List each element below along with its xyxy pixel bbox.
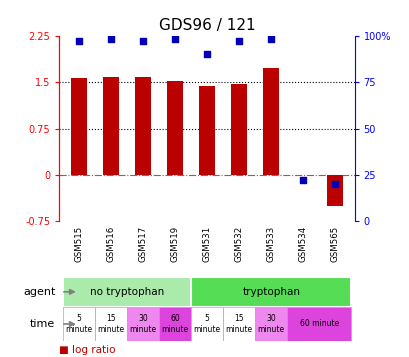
Text: 60 minute: 60 minute [299, 320, 338, 328]
Text: GSM519: GSM519 [170, 226, 179, 262]
Bar [94, 307, 126, 341]
Text: 5
minute: 5 minute [193, 314, 220, 334]
Text: GSM532: GSM532 [234, 226, 243, 262]
Bar [135, 77, 151, 175]
Bar [166, 81, 182, 175]
Bar [263, 69, 279, 175]
Point [235, 39, 242, 44]
Text: agent: agent [23, 287, 55, 297]
Text: GSM565: GSM565 [330, 226, 339, 262]
Text: no tryptophan: no tryptophan [90, 287, 164, 297]
Point [267, 36, 274, 42]
Text: 15
minute: 15 minute [225, 314, 252, 334]
Bar [63, 307, 94, 341]
Bar [231, 84, 247, 175]
Bar [159, 307, 191, 341]
Text: ■ log ratio: ■ log ratio [59, 345, 116, 355]
Point [203, 51, 210, 57]
Point [299, 178, 306, 183]
Point [171, 36, 178, 42]
Bar [326, 175, 343, 206]
Text: 5
minute: 5 minute [65, 314, 92, 334]
Text: 60
minute: 60 minute [161, 314, 188, 334]
Text: GSM517: GSM517 [138, 226, 147, 262]
Point [107, 36, 114, 42]
Text: 30
minute: 30 minute [129, 314, 156, 334]
Text: GSM531: GSM531 [202, 226, 211, 262]
Bar [254, 307, 287, 341]
Text: 15
minute: 15 minute [97, 314, 124, 334]
Point [75, 39, 82, 44]
Point [331, 181, 338, 187]
Bar [222, 307, 254, 341]
Bar [191, 307, 222, 341]
Bar [287, 307, 351, 341]
Text: time: time [30, 319, 55, 329]
Bar [198, 86, 215, 175]
Point [139, 39, 146, 44]
Text: GSM533: GSM533 [266, 226, 275, 262]
Bar [103, 77, 119, 175]
Bar [70, 78, 87, 175]
Bar [63, 277, 191, 307]
Text: GSM515: GSM515 [74, 226, 83, 262]
Bar [191, 277, 351, 307]
Text: GSM516: GSM516 [106, 226, 115, 262]
Text: 30
minute: 30 minute [257, 314, 284, 334]
Title: GDS96 / 121: GDS96 / 121 [158, 18, 255, 33]
Text: tryptophan: tryptophan [242, 287, 299, 297]
Bar [126, 307, 159, 341]
Text: GSM534: GSM534 [298, 226, 307, 262]
